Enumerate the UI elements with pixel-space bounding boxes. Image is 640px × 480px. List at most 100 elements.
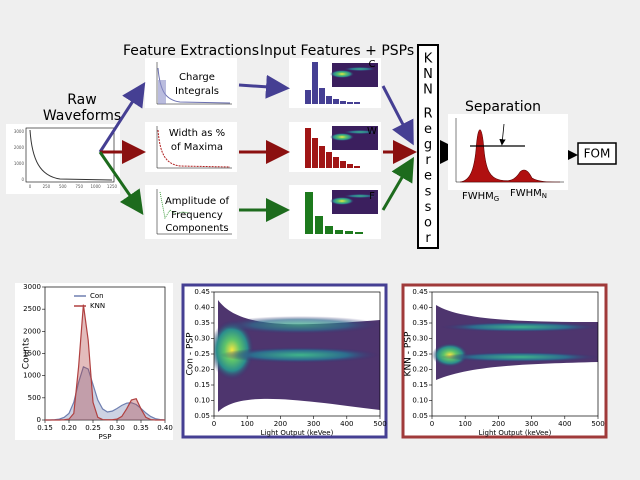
regressor-box — [417, 44, 439, 249]
pointer — [499, 123, 506, 146]
bars — [305, 62, 360, 104]
inset — [330, 63, 378, 214]
y-tick-label: 1000 — [23, 372, 41, 380]
y-tick-label: 1000 — [14, 161, 25, 166]
regressor-letter: g — [424, 138, 432, 153]
feature-label: Integrals — [175, 86, 219, 97]
arrows — [98, 74, 578, 222]
y-tick-label: 0.05 — [412, 412, 428, 420]
y-tick-label: 0.25 — [412, 350, 428, 358]
feature-title: Feature Extractions — [123, 43, 259, 59]
y-tick-label: 3000 — [14, 129, 25, 134]
x-tick-label: 500 — [591, 420, 604, 428]
regressor-letter: N — [423, 83, 433, 98]
shade — [158, 80, 166, 104]
y-tick-label: 0 — [37, 416, 41, 424]
y-tick-label: 500 — [28, 394, 41, 402]
x-axis-label: Light Output (keVee) — [479, 429, 552, 437]
regressor-letter: r — [425, 231, 431, 246]
x-tick-label: 0 — [212, 420, 216, 428]
x-tick-label: 300 — [307, 420, 320, 428]
separation-panel — [448, 114, 568, 190]
y-tick-label: 3000 — [23, 283, 41, 291]
y-tick-label: 0.40 — [194, 304, 210, 312]
y-tick-label: 0.20 — [194, 366, 210, 374]
x-tick-label: 1250 — [107, 184, 118, 189]
y-tick-label: 2000 — [23, 327, 41, 335]
curve — [157, 129, 231, 168]
feature-label: of Maxima — [171, 142, 223, 153]
density-map — [214, 292, 380, 416]
regressor-letter: N — [423, 67, 433, 82]
regressor-letter: s — [425, 184, 432, 199]
fom-box — [577, 142, 617, 165]
x-tick-label: 100 — [459, 420, 472, 428]
y-tick-label: 2500 — [23, 305, 41, 313]
axes — [156, 126, 232, 169]
x-tick-label: 0.40 — [157, 424, 173, 432]
y-tick-label: 0.15 — [412, 381, 428, 389]
raw-axes — [25, 127, 115, 183]
y-tick-label: 0.15 — [194, 381, 210, 389]
x-tick-label: 0.30 — [109, 424, 125, 432]
y-tick-label: 0.45 — [194, 288, 210, 296]
axes — [156, 189, 232, 235]
y-tick-label: 0.10 — [194, 397, 210, 405]
y-tick-label: 0.35 — [194, 319, 210, 327]
y-axis-label: Counts — [22, 337, 32, 369]
y-tick-label: 0.10 — [412, 397, 428, 405]
y-tick-label: 0.30 — [412, 335, 428, 343]
regressor-letter: e — [424, 169, 432, 184]
y-tick-label: 0.20 — [412, 366, 428, 374]
input-label: C — [369, 59, 376, 70]
x-tick-label: 500 — [373, 420, 386, 428]
y-tick-label: 0.30 — [194, 335, 210, 343]
y-axis-label: KNN - PSP — [404, 331, 414, 376]
density-map — [432, 292, 598, 416]
separation-title: Separation — [465, 99, 541, 115]
input-label: F — [369, 191, 375, 202]
x-tick-label: 0.20 — [61, 424, 77, 432]
fwhm-sub: N — [542, 192, 547, 200]
y-axis-label: Con - PSP — [186, 332, 196, 376]
raw-title: Raw — [67, 92, 96, 108]
y-tick-label: 0.40 — [412, 304, 428, 312]
raw-title: Waveforms — [43, 108, 121, 124]
x-tick-label: 300 — [525, 420, 538, 428]
feature-label: Charge — [179, 72, 215, 83]
x-tick-label: 400 — [340, 420, 353, 428]
separation-hist — [459, 129, 561, 183]
x-axis-label: PSP — [99, 433, 112, 441]
series-line — [45, 304, 165, 421]
x-tick-label: 0.35 — [133, 424, 149, 432]
feature-label: Width as % — [169, 128, 225, 139]
feature-panel — [145, 122, 237, 172]
legend-label: Con — [90, 292, 104, 300]
regressor-letter: s — [425, 200, 432, 215]
x-tick-label: 0.25 — [85, 424, 101, 432]
x-tick-label: 0 — [430, 420, 434, 428]
feature-label: Amplitude of — [165, 196, 230, 207]
bars — [305, 192, 363, 234]
fwhm-label: FWHMN — [510, 188, 547, 200]
axes — [156, 62, 232, 105]
x-tick-label: 0 — [29, 184, 32, 189]
x-tick-label: 100 — [241, 420, 254, 428]
y-tick-label: 0.45 — [412, 288, 428, 296]
x-tick-label: 0.15 — [37, 424, 53, 432]
bars — [305, 128, 360, 168]
y-tick-label: 0.05 — [194, 412, 210, 420]
waveform — [29, 129, 113, 181]
fwhm-sub: G — [494, 195, 499, 203]
y-tick-label: 1500 — [23, 350, 41, 358]
regressor-letter: e — [424, 122, 432, 137]
x-tick-label: 400 — [558, 420, 571, 428]
x-tick-label: 500 — [59, 184, 67, 189]
feature-label: Components — [165, 223, 228, 234]
x-tick-label: 200 — [274, 420, 287, 428]
regressor-letter: K — [424, 52, 433, 67]
regressor-letter: R — [423, 106, 432, 121]
input-title: Input Features + PSPs — [260, 43, 414, 59]
y-tick-label: 0 — [21, 177, 24, 182]
